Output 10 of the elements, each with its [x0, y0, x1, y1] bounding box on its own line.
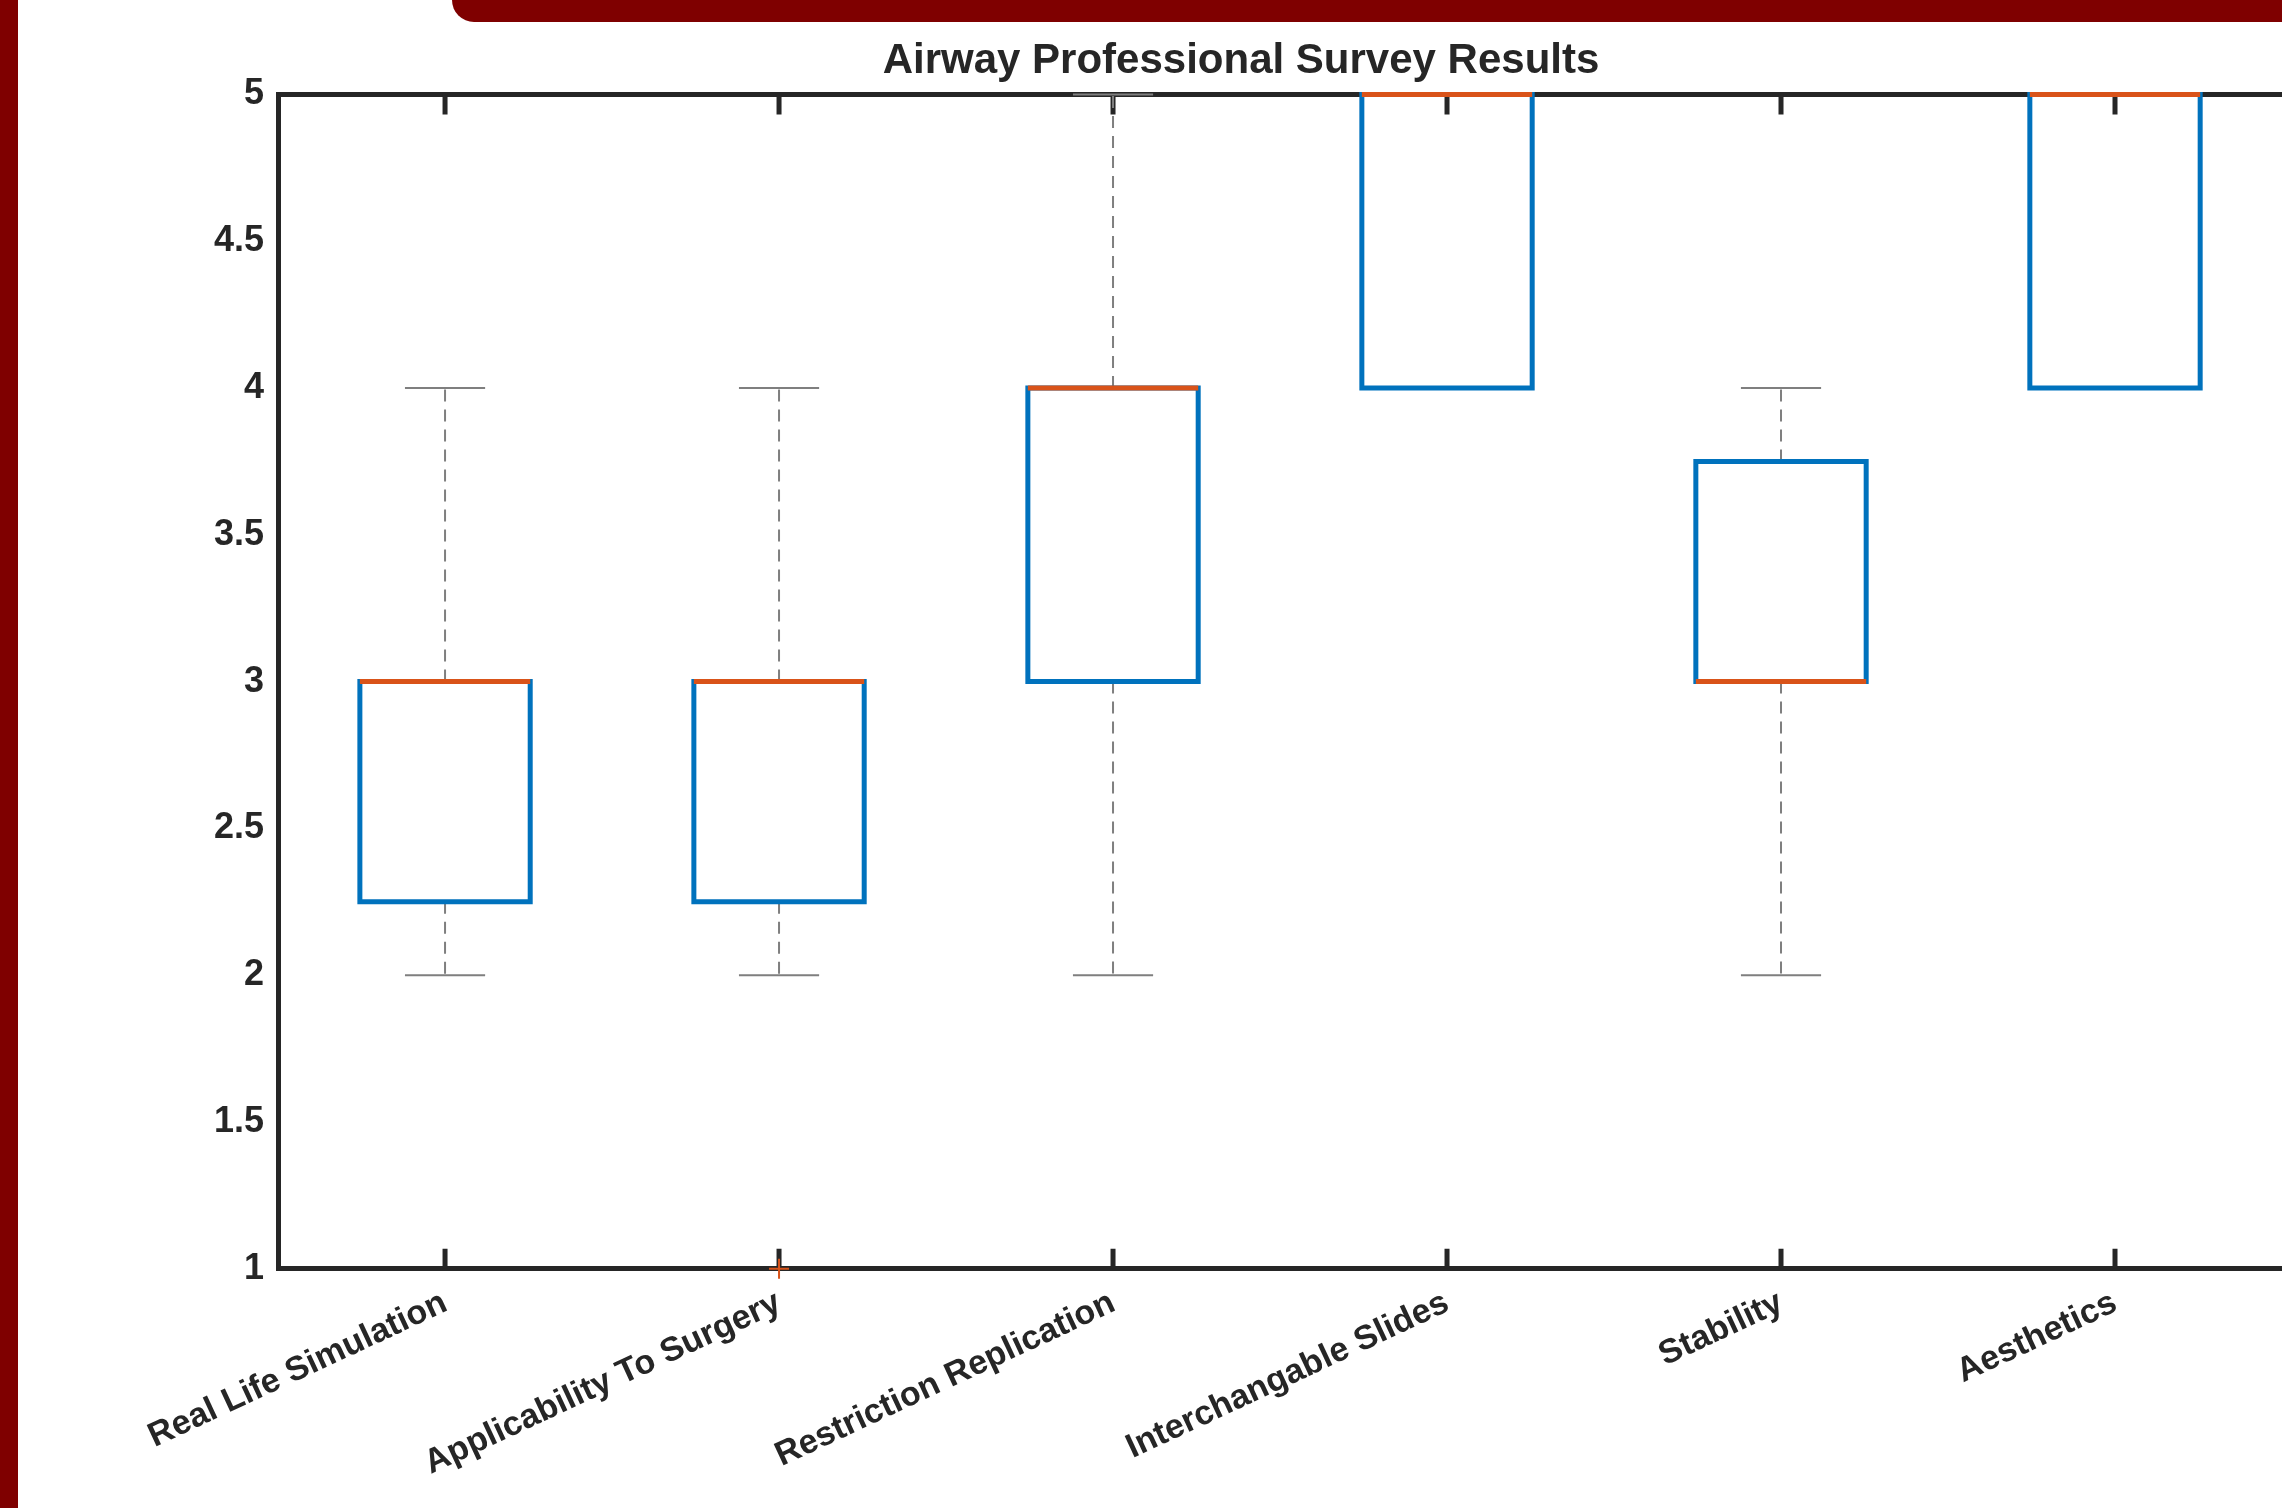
y-tick-label: 2.5 — [214, 805, 265, 847]
y-tick-label: 3.5 — [214, 511, 265, 553]
y-tick-label: 1.5 — [214, 1098, 265, 1140]
y-tick-label: 4.5 — [214, 218, 265, 260]
y-tick-label: 5 — [244, 71, 265, 113]
y-tick-label: 2 — [244, 952, 265, 994]
y-tick-label: 1 — [244, 1245, 265, 1287]
y-tick-label: 3 — [244, 658, 265, 700]
y-tick-label: 4 — [244, 364, 265, 406]
chart-title: Airway Professional Survey Results — [882, 34, 1600, 82]
